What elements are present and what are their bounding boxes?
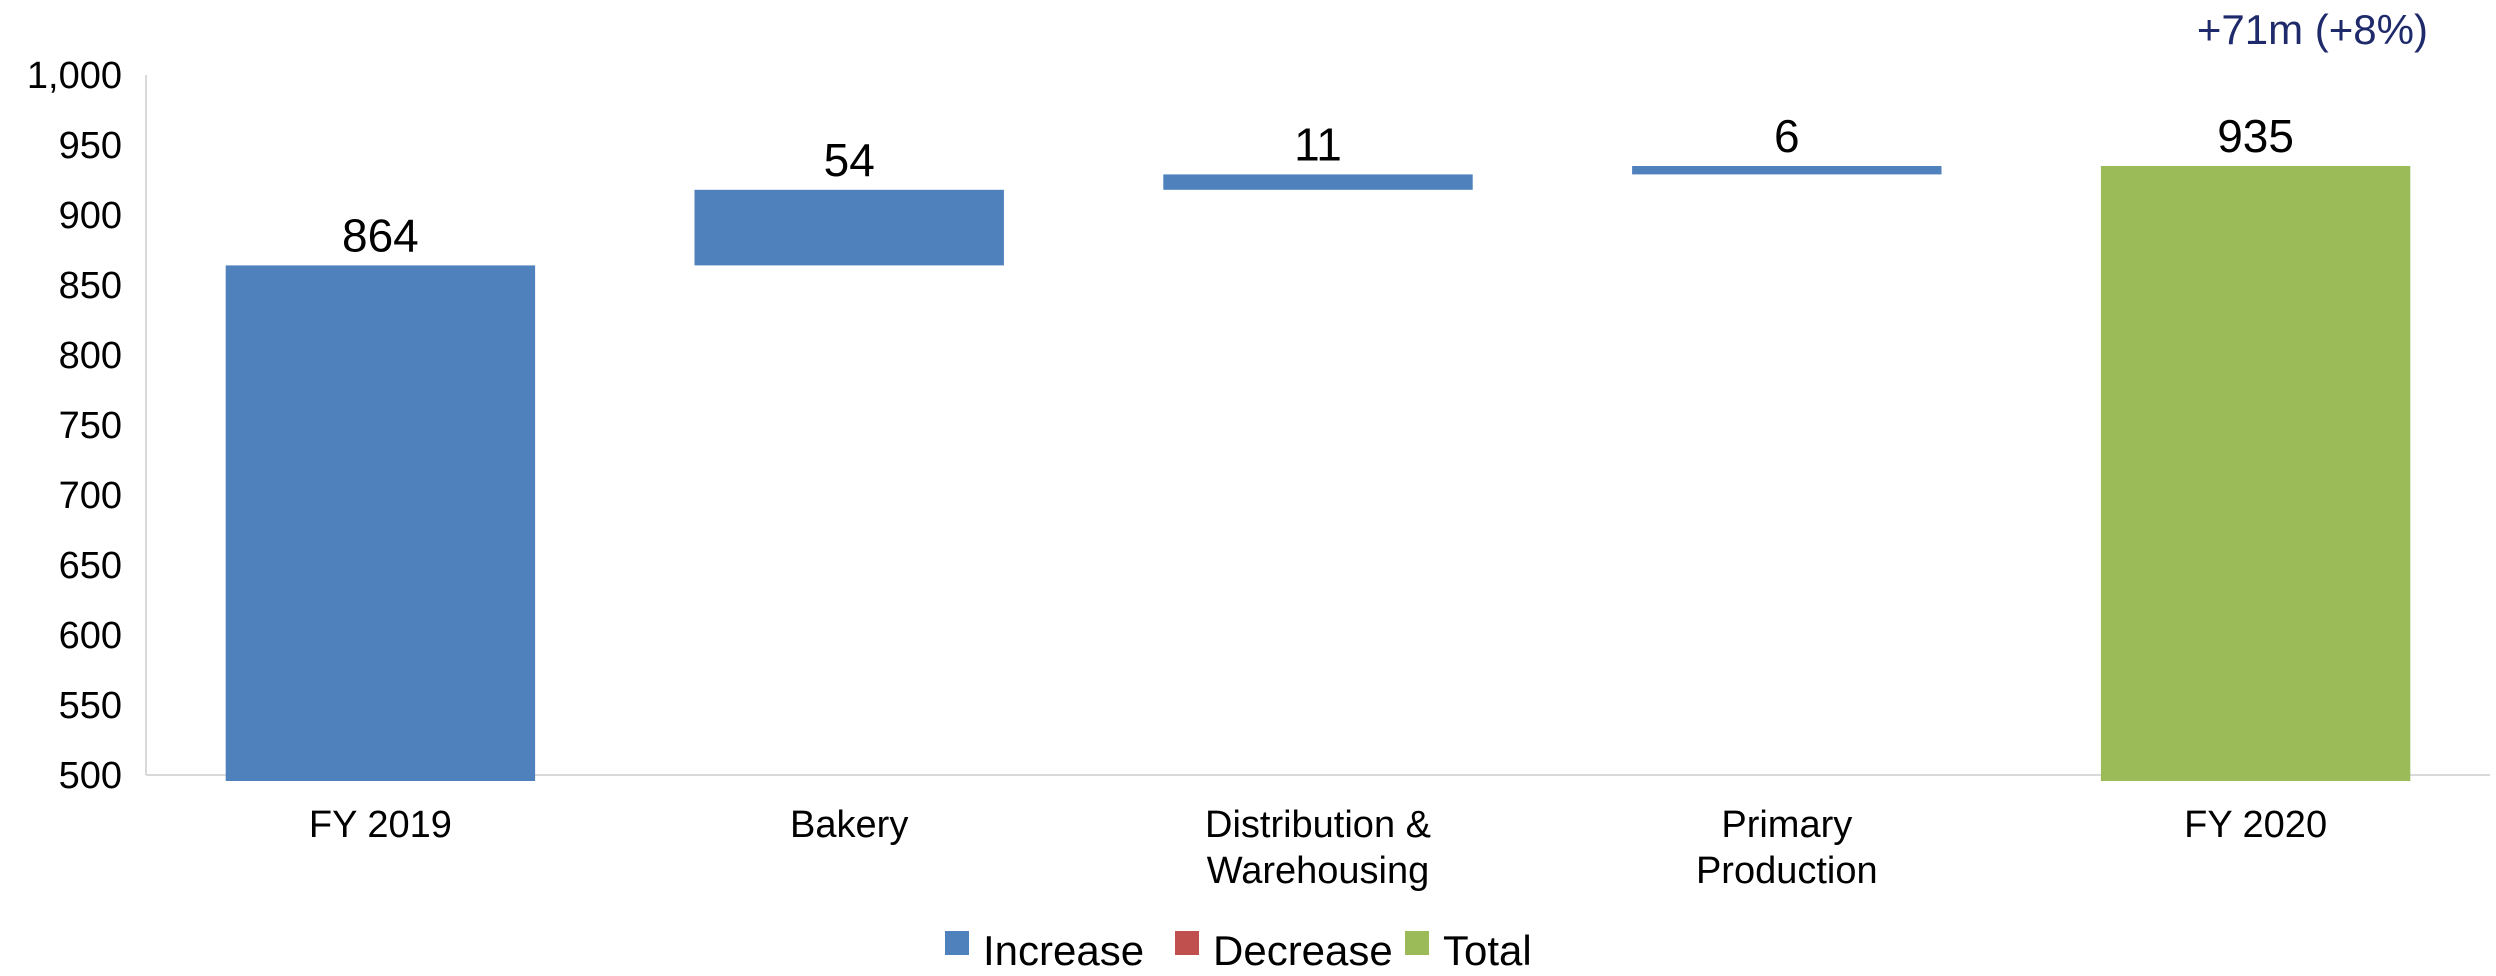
y-tick-label: 950: [59, 125, 122, 167]
bar-primary-production: [1632, 166, 1942, 175]
data-label: 54: [824, 134, 875, 186]
data-label: 935: [2217, 110, 2294, 162]
legend-label-increase: Increase: [983, 927, 1144, 974]
bar-fy-2020: [2100, 166, 2411, 781]
legend-label-decrease: Decrease: [1213, 927, 1393, 974]
y-axis: 500 550 600 650 700 750 800 850 900 950 1,000: [27, 55, 147, 797]
legend-swatch-increase: [945, 931, 969, 955]
bar-distribution-warehousing: [1163, 174, 1473, 190]
legend-swatch-total: [1405, 931, 1429, 955]
y-tick-label: 550: [59, 685, 122, 727]
category-label: FY 2020: [2184, 804, 2327, 846]
category-label: FY 2019: [309, 804, 452, 846]
legend: Increase Decrease Total: [945, 927, 1532, 974]
y-tick-label: 700: [59, 475, 122, 517]
y-tick-label: 900: [59, 195, 122, 237]
legend-swatch-decrease: [1175, 931, 1199, 955]
data-labels: 864 54 11 6 935: [342, 110, 2294, 261]
data-label: 864: [342, 209, 419, 261]
data-label: 11: [1294, 118, 1342, 170]
legend-label-total: Total: [1443, 927, 1532, 974]
category-label: Warehousing: [1207, 850, 1430, 892]
data-label: 6: [1774, 110, 1800, 162]
category-labels: FY 2019 Bakery Distribution &Warehousing Pr…: [309, 804, 2327, 892]
y-tick-label: 850: [59, 265, 122, 307]
bar-bakery: [694, 189, 1004, 266]
y-tick-label: 650: [59, 545, 122, 587]
category-label: Primary: [1721, 804, 1852, 846]
y-tick-label: 600: [59, 615, 122, 657]
bar-fy-2019: [225, 265, 536, 781]
change-annotation: +71m (+8%): [2197, 6, 2428, 53]
category-label: Distribution &: [1205, 804, 1431, 846]
y-tick-label: 750: [59, 405, 122, 447]
y-tick-label: 500: [59, 755, 122, 797]
y-tick-label: 800: [59, 335, 122, 377]
category-label: Production: [1696, 850, 1878, 892]
y-tick-label: 1,000: [27, 55, 122, 97]
category-label: Bakery: [790, 804, 908, 846]
bars: [225, 166, 2411, 781]
